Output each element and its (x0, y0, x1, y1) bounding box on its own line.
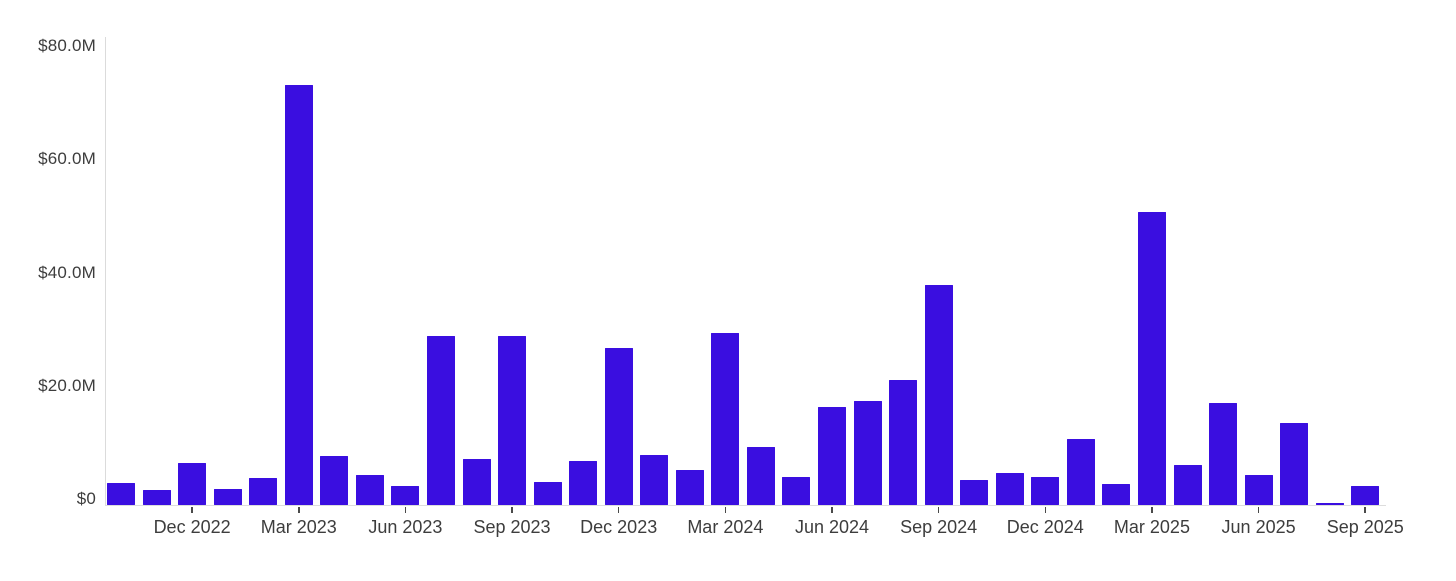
y-axis-label: $0 (76, 489, 96, 508)
bar-apr-2024[interactable] (746, 447, 775, 505)
x-axis-label: Sep 2024 (900, 517, 978, 537)
bar-oct-2024[interactable] (960, 479, 989, 505)
bar-jun-2025[interactable] (1244, 474, 1273, 505)
x-axis-tick-mark (1151, 507, 1153, 513)
x-axis-tick-mark (831, 507, 833, 513)
x-axis-tick-mark (724, 507, 727, 513)
x-axis-tick-mark (191, 507, 193, 513)
x-axis-tick-mark (1257, 507, 1260, 513)
x-axis-tick-mark (1044, 507, 1047, 513)
x-axis-label: Mar 2023 (260, 517, 337, 537)
x-axis-label: Dec 2022 (153, 517, 231, 537)
x-axis-tick-mark (511, 507, 513, 513)
bar-jul-2024[interactable] (853, 401, 882, 505)
bar-jun-2023[interactable] (391, 485, 420, 505)
x-axis-label: Jun 2025 (1221, 517, 1296, 537)
x-axis-label: Jun 2024 (794, 517, 870, 537)
bar-nov-2023[interactable] (569, 460, 598, 505)
bar-aug-2025[interactable] (1315, 502, 1344, 505)
x-axis-tick-mark (297, 507, 300, 513)
x-axis-label: Dec 2024 (1006, 517, 1084, 537)
x-axis-tick-mark (1364, 507, 1367, 513)
x-axis-label: Sep 2023 (473, 517, 551, 537)
x-axis-tick-mark (404, 507, 407, 513)
x-axis-tick-mark (937, 507, 940, 513)
bar-sep-2025[interactable] (1351, 486, 1380, 505)
bar-apr-2023[interactable] (320, 455, 349, 505)
bar-nov-2022[interactable] (142, 490, 171, 505)
x-axis-line (105, 504, 1386, 507)
bar-mar-2023[interactable] (284, 84, 313, 505)
bar-feb-2023[interactable] (249, 478, 278, 505)
x-axis-label: Mar 2024 (687, 517, 764, 537)
bar-jun-2024[interactable] (818, 407, 846, 505)
bar-jan-2024[interactable] (640, 454, 669, 505)
bar-may-2025[interactable] (1209, 403, 1238, 505)
bar-apr-2025[interactable] (1173, 465, 1202, 505)
bar-jul-2025[interactable] (1280, 423, 1309, 505)
bar-dec-2024[interactable] (1031, 477, 1060, 505)
bar-may-2024[interactable] (782, 476, 811, 505)
x-axis-label: Jun 2023 (368, 517, 443, 537)
bar-sep-2023[interactable] (498, 336, 527, 505)
bar-jan-2023[interactable] (213, 489, 242, 505)
x-axis-label: Mar 2025 (1113, 517, 1190, 537)
bar-aug-2023[interactable] (462, 459, 491, 505)
x-axis-label: Sep 2025 (1326, 517, 1404, 537)
bar-feb-2025[interactable] (1102, 484, 1131, 505)
x-axis-label: Dec 2023 (580, 517, 658, 537)
bar-oct-2023[interactable] (533, 482, 562, 505)
bar-nov-2024[interactable] (995, 473, 1024, 505)
bar-dec-2022[interactable] (178, 463, 207, 505)
bar-jan-2025[interactable] (1066, 439, 1095, 505)
bar-aug-2024[interactable] (889, 380, 918, 505)
y-axis-line (105, 37, 106, 506)
bar-jul-2023[interactable] (426, 335, 455, 505)
bar-mar-2025[interactable] (1137, 212, 1166, 505)
bar-dec-2023[interactable] (604, 348, 633, 505)
y-axis-label: $20.0M (38, 375, 96, 395)
y-axis-label: $40.0M (38, 262, 96, 282)
bar-feb-2024[interactable] (675, 469, 704, 505)
bar-sep-2024[interactable] (924, 284, 953, 505)
bar-oct-2022[interactable] (107, 482, 135, 505)
y-axis-label: $60.0M (38, 149, 96, 169)
y-axis-label: $80.0M (38, 36, 96, 55)
bar-may-2023[interactable] (355, 474, 384, 505)
bar-mar-2024[interactable] (711, 332, 740, 505)
x-axis-tick-mark (617, 507, 620, 513)
